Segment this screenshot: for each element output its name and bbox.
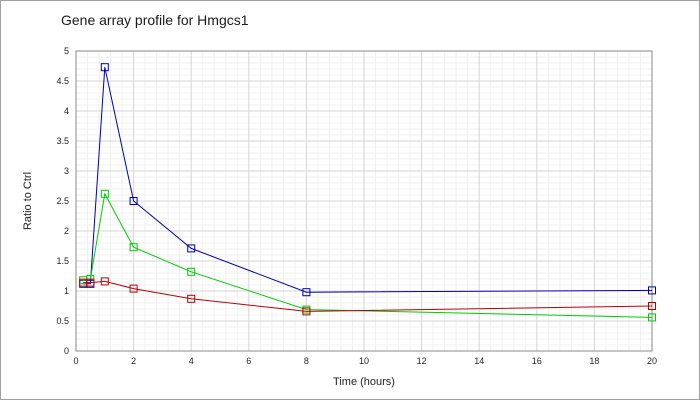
x-tick-label: 2 (131, 356, 136, 366)
data-point-marker (648, 302, 656, 310)
major-grid (75, 50, 653, 352)
data-point-marker (302, 288, 311, 297)
y-tick-label: 3 (64, 166, 69, 176)
data-point-marker (100, 63, 109, 72)
data-point-marker (187, 267, 196, 276)
x-tick-label: 16 (532, 356, 542, 366)
data-point-marker (86, 278, 95, 287)
x-tick-label: 8 (304, 356, 309, 366)
y-tick-label: 4 (64, 106, 69, 116)
y-tick-label: 1.5 (56, 256, 69, 266)
data-point-marker (302, 307, 311, 316)
plot-area-border (75, 50, 653, 352)
data-point-marker (129, 243, 138, 252)
y-tick-label: 1 (64, 286, 69, 296)
y-tick-label: 0 (64, 346, 69, 356)
x-axis-ticks: 0 2 4 6 8 10 12 14 16 18 20 (73, 356, 657, 366)
data-point-marker (129, 197, 138, 205)
y-tick-label: 3.5 (56, 136, 69, 146)
y-tick-label: 5 (64, 46, 69, 56)
x-tick-label: 18 (589, 356, 599, 366)
data-point-marker (187, 244, 196, 253)
chart-title: Gene array profile for Hmgcs1 (61, 12, 249, 28)
data-point-marker (100, 277, 109, 286)
y-axis-label: Ratio to Ctrl (22, 172, 34, 230)
x-tick-label: 10 (359, 356, 369, 366)
series-0 (79, 63, 656, 297)
series-2 (79, 277, 656, 316)
y-axis-ticks: 0 0.5 1 1.5 2 2.5 3 3.5 4 4.5 5 (56, 46, 69, 356)
data-point-marker (648, 313, 656, 322)
x-axis-label: Time (hours) (333, 376, 395, 388)
y-tick-label: 2 (64, 226, 69, 236)
y-tick-label: 2.5 (56, 196, 69, 206)
y-tick-label: 0.5 (56, 316, 69, 326)
x-tick-label: 6 (246, 356, 251, 366)
series-line (83, 280, 653, 312)
x-tick-label: 12 (417, 356, 427, 366)
x-tick-label: 4 (189, 356, 194, 366)
data-point-marker (648, 286, 656, 295)
series-layer (79, 63, 656, 322)
data-point-marker (100, 189, 109, 198)
x-tick-label: 14 (474, 356, 484, 366)
data-point-marker (129, 284, 138, 293)
data-point-marker (187, 294, 196, 303)
y-tick-label: 4.5 (56, 76, 69, 86)
x-tick-label: 0 (73, 356, 78, 366)
series-line (83, 67, 653, 293)
x-tick-label: 20 (647, 356, 657, 366)
series-1 (79, 189, 656, 322)
